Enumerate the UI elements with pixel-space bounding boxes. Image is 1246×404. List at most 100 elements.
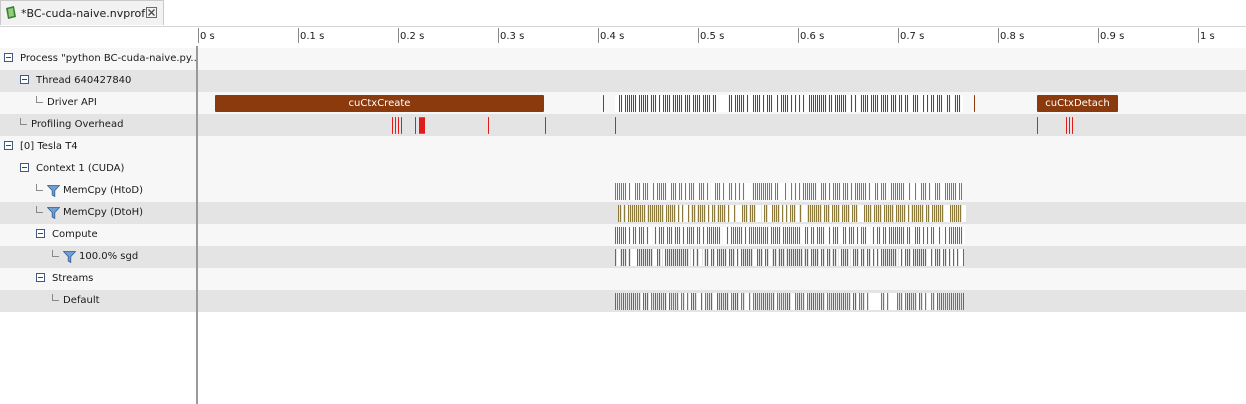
activity-bar[interactable] — [721, 293, 722, 310]
activity-bar[interactable] — [879, 183, 881, 200]
activity-bar[interactable] — [871, 95, 872, 112]
activity-bar[interactable] — [811, 249, 812, 266]
activity-bar[interactable] — [829, 249, 830, 266]
activity-bar[interactable] — [833, 249, 834, 266]
activity-bar[interactable] — [727, 227, 728, 244]
activity-bar[interactable] — [617, 293, 618, 310]
activity-bar[interactable] — [705, 227, 707, 244]
activity-bar[interactable] — [731, 227, 732, 244]
activity-bar[interactable] — [899, 249, 901, 266]
activity-bar[interactable] — [733, 227, 734, 244]
activity-bar[interactable] — [719, 227, 720, 244]
activity-bar[interactable] — [615, 293, 616, 310]
activity-bar[interactable] — [947, 227, 949, 244]
activity-bar[interactable] — [681, 183, 682, 200]
activity-bar[interactable] — [667, 95, 668, 112]
activity-bar[interactable] — [944, 205, 946, 222]
activity-bar[interactable] — [863, 249, 864, 266]
activity-bar[interactable] — [870, 205, 871, 222]
activity-bar[interactable] — [673, 227, 674, 244]
activity-bar[interactable] — [665, 293, 666, 310]
activity-bar[interactable] — [866, 205, 867, 222]
activity-bar[interactable] — [801, 293, 802, 310]
activity-bar[interactable] — [953, 183, 954, 200]
activity-bar[interactable] — [629, 293, 630, 310]
activity-bar[interactable] — [925, 95, 927, 112]
activity-bar[interactable] — [865, 183, 866, 200]
activity-bar[interactable] — [950, 205, 951, 222]
activity-bar[interactable] — [685, 293, 687, 310]
activity-bar[interactable] — [783, 227, 784, 244]
activity-bar[interactable] — [771, 183, 772, 200]
activity-bar[interactable] — [636, 205, 637, 222]
activity-bar[interactable] — [875, 95, 876, 112]
activity-bar[interactable] — [903, 95, 905, 112]
activity-bar[interactable] — [899, 227, 900, 244]
activity-bar[interactable] — [901, 249, 902, 266]
activity-bar[interactable] — [705, 249, 706, 266]
activity-bar[interactable] — [849, 249, 850, 266]
activity-bar[interactable] — [717, 249, 718, 266]
activity-bar[interactable] — [955, 227, 956, 244]
activity-bar[interactable] — [842, 205, 843, 222]
activity-bar[interactable] — [875, 183, 876, 200]
activity-bar[interactable] — [645, 249, 646, 266]
activity-bar[interactable] — [710, 205, 712, 222]
activity-bar[interactable] — [805, 249, 806, 266]
activity-bar[interactable] — [915, 183, 916, 200]
activity-bar[interactable] — [833, 183, 834, 200]
activity-bar[interactable] — [637, 249, 638, 266]
activity-bar[interactable] — [831, 227, 833, 244]
activity-bar[interactable] — [871, 249, 873, 266]
editor-tab[interactable]: *BC-cuda-naive.nvprof — [0, 0, 164, 25]
overhead-mark[interactable] — [392, 117, 393, 134]
activity-bar[interactable] — [915, 293, 916, 310]
activity-bar[interactable] — [913, 183, 915, 200]
activity-bar[interactable] — [851, 293, 853, 310]
activity-bar[interactable] — [831, 95, 832, 112]
activity-bar[interactable] — [625, 95, 626, 112]
activity-bar[interactable] — [653, 183, 654, 200]
activity-bar[interactable] — [715, 95, 716, 112]
activity-bar[interactable] — [825, 227, 827, 244]
activity-bar[interactable] — [957, 249, 958, 266]
activity-bar[interactable] — [865, 293, 867, 310]
activity-bar[interactable] — [929, 183, 930, 200]
activity-bar[interactable] — [663, 183, 664, 200]
activity-bar[interactable] — [963, 227, 965, 244]
activity-bar[interactable] — [627, 183, 629, 200]
activity-bar[interactable] — [941, 293, 942, 310]
activity-bar[interactable] — [771, 95, 772, 112]
activity-bar[interactable] — [873, 293, 875, 310]
activity-bar[interactable] — [621, 249, 622, 266]
activity-bar[interactable] — [945, 95, 946, 112]
activity-bar[interactable] — [619, 227, 620, 244]
activity-bar[interactable] — [913, 249, 914, 266]
activity-bar[interactable] — [699, 227, 700, 244]
activity-bar[interactable] — [859, 249, 861, 266]
activity-bar[interactable] — [763, 95, 764, 112]
activity-bar[interactable] — [921, 227, 923, 244]
activity-bar[interactable] — [907, 249, 908, 266]
activity-bar[interactable] — [813, 183, 814, 200]
activity-bar[interactable] — [911, 95, 913, 112]
activity-bar[interactable] — [917, 95, 918, 112]
activity-bar[interactable] — [837, 95, 838, 112]
tree-row[interactable]: Profiling Overhead — [0, 114, 196, 136]
activity-bar[interactable] — [711, 95, 712, 112]
activity-bar[interactable] — [785, 249, 786, 266]
activity-bar[interactable] — [913, 95, 914, 112]
activity-bar[interactable] — [939, 249, 940, 266]
activity-bar[interactable] — [665, 249, 666, 266]
activity-bar[interactable] — [921, 95, 923, 112]
activity-bar[interactable] — [659, 249, 660, 266]
activity-bar[interactable] — [869, 95, 871, 112]
activity-bar[interactable] — [937, 249, 938, 266]
activity-bar[interactable] — [755, 249, 757, 266]
activity-bar[interactable] — [643, 183, 644, 200]
activity-bar[interactable] — [656, 205, 657, 222]
activity-bar[interactable] — [659, 293, 660, 310]
activity-bar[interactable] — [957, 183, 959, 200]
activity-bar[interactable] — [745, 183, 747, 200]
activity-bar[interactable] — [855, 183, 856, 200]
